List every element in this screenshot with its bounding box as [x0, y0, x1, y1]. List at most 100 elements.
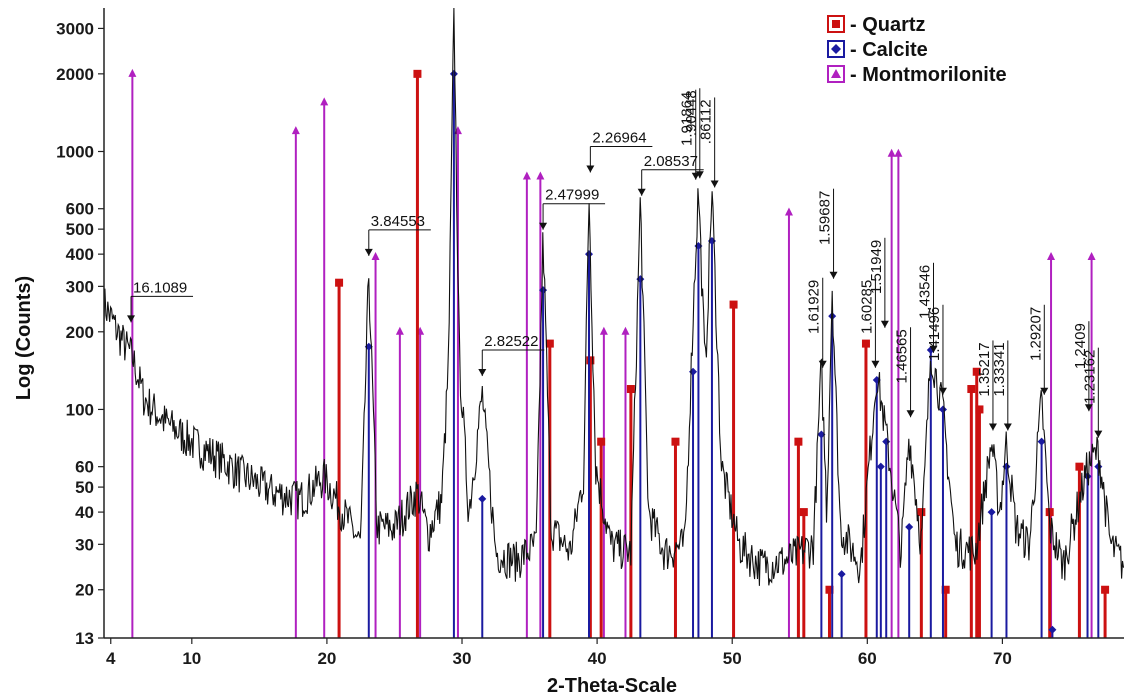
quartz-marker: [825, 585, 834, 594]
legend-label: - Montmorilonite: [850, 64, 1007, 86]
calcite-marker: [689, 367, 698, 376]
peak-label: 1.41496: [926, 307, 943, 361]
montmorillonite-marker: [128, 68, 137, 77]
y-tick-label: 13: [75, 629, 94, 648]
x-tick-label: 40: [588, 649, 607, 668]
quartz-marker: [941, 585, 950, 594]
peak-label: 1.46565: [894, 329, 911, 383]
peak-arrow: [586, 165, 595, 173]
montmorillonite-marker: [887, 148, 896, 157]
x-tick-label: 30: [453, 649, 472, 668]
montmorillonite-marker: [395, 326, 404, 335]
quartz-marker: [413, 69, 422, 78]
x-axis-title: 2-Theta-Scale: [547, 675, 677, 697]
montmorillonite-marker: [320, 97, 329, 106]
calcite-marker: [837, 570, 846, 579]
reference-lines: [128, 68, 1110, 638]
peak-label: 16.1089: [133, 279, 187, 296]
peak-arrow: [695, 171, 704, 179]
quartz-marker: [729, 300, 738, 309]
peak-arrow: [1003, 423, 1012, 431]
montmorillonite-marker: [599, 326, 608, 335]
peak-arrow: [818, 360, 827, 368]
peak-arrow: [710, 180, 719, 188]
legend-calcite-marker: [831, 44, 841, 54]
y-tick-label: 200: [66, 323, 94, 342]
montmorillonite-marker: [1047, 251, 1056, 260]
y-tick-label: 20: [75, 581, 94, 600]
peak-labels: 16.1089 3.84553 2.82522 2.47999 2.26964 2.085…: [127, 88, 1103, 438]
quartz-marker: [794, 437, 803, 446]
y-tick-label: 2000: [56, 65, 94, 84]
quartz-marker: [1075, 462, 1084, 471]
peak-label: 1.43546: [917, 265, 934, 319]
quartz-marker: [597, 437, 606, 446]
quartz-marker: [626, 385, 635, 394]
y-tick-label: 3000: [56, 19, 94, 38]
x-tick-label: 70: [993, 649, 1012, 668]
peak-arrow: [539, 222, 548, 230]
calcite-marker: [876, 462, 885, 471]
quartz-marker: [335, 278, 344, 287]
montmorillonite-marker: [522, 171, 531, 180]
quartz-marker: [975, 405, 984, 414]
montmorillonite-marker: [536, 171, 545, 180]
peak-label: 1.35217: [976, 342, 993, 396]
peak-label: 1.59687: [817, 191, 834, 245]
quartz-marker: [917, 508, 926, 517]
y-tick-label: 50: [75, 478, 94, 497]
peak-label: 2.47999: [545, 187, 599, 204]
quartz-marker: [1045, 508, 1054, 517]
peak-arrow: [1084, 404, 1093, 412]
x-tick-label: 20: [317, 649, 336, 668]
quartz-marker: [1101, 585, 1110, 594]
calcite-marker: [478, 494, 487, 503]
x-tick-label: 60: [858, 649, 877, 668]
y-tick-label: 300: [66, 277, 94, 296]
peak-label: 1.2409: [1072, 323, 1089, 369]
peak-label: 1.33341: [991, 342, 1008, 396]
x-tick-label: 50: [723, 649, 742, 668]
montmorillonite-marker: [371, 251, 380, 260]
calcite-marker: [905, 523, 914, 532]
calcite-marker: [585, 250, 594, 259]
calcite-marker: [817, 430, 826, 439]
quartz-marker: [972, 367, 981, 376]
montmorillonite-marker: [784, 207, 793, 216]
y-tick-label: 1000: [56, 142, 94, 161]
quartz-marker: [861, 339, 870, 348]
peak-arrow: [829, 271, 838, 279]
montmorillonite-marker: [894, 148, 903, 157]
peak-arrow: [637, 188, 646, 196]
peak-arrow: [929, 345, 938, 353]
legend-quartz-marker: [832, 20, 840, 28]
peak-label: 2.26964: [592, 129, 646, 146]
peak-label: 1.23162: [1081, 350, 1098, 404]
legend-label: - Quartz: [850, 14, 926, 36]
y-axis-title: Log (Counts): [13, 276, 35, 400]
calcite-marker: [1002, 462, 1011, 471]
calcite-marker: [987, 508, 996, 517]
quartz-marker: [586, 356, 595, 365]
peak-label: 2.08537: [644, 153, 698, 170]
y-tick-label: 400: [66, 245, 94, 264]
legend-montmorillonite-marker: [831, 69, 841, 78]
peak-label: 2.82522: [484, 333, 538, 350]
peak-label: 1.29207: [1027, 307, 1044, 361]
peak-arrow: [127, 315, 136, 323]
peak-label: 1.60285: [858, 280, 875, 334]
pattern-line: [103, 7, 1125, 586]
peak-arrow: [938, 387, 947, 395]
peak-arrow: [988, 423, 997, 431]
montmorillonite-marker: [1087, 251, 1096, 260]
x-tick-label: 10: [182, 649, 201, 668]
calcite-marker: [449, 69, 458, 78]
peak-arrow: [1040, 387, 1049, 395]
peak-label: .86112: [698, 99, 715, 144]
x-tick-label: 4: [106, 649, 116, 668]
peak-arrow: [871, 360, 880, 368]
y-tick-label: 100: [66, 400, 94, 419]
legend: - Quartz - Calcite - Montmorilonite: [827, 14, 1007, 86]
calcite-marker: [882, 437, 891, 446]
